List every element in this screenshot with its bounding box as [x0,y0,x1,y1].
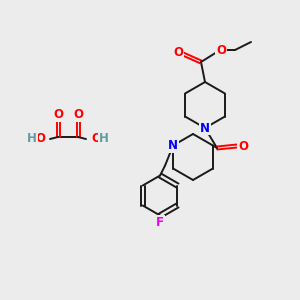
Text: H: H [99,131,109,145]
Text: N: N [168,139,178,152]
Text: O: O [173,46,183,59]
Text: O: O [53,109,63,122]
Text: O: O [35,133,45,146]
Text: H: H [27,133,37,146]
Text: O: O [73,109,83,122]
Text: O: O [238,140,248,152]
Text: O: O [91,131,101,145]
Text: N: N [200,122,210,134]
Text: F: F [156,216,164,229]
Text: O: O [216,44,226,56]
